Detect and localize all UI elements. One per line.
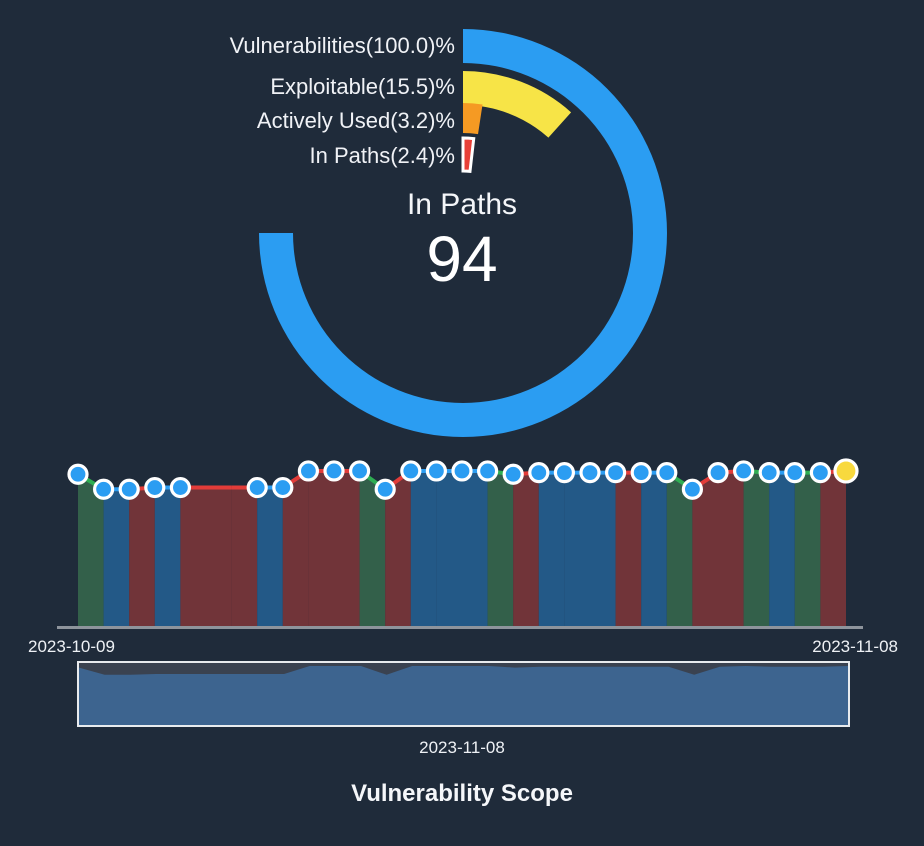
datazoom-slider[interactable] (77, 661, 850, 727)
gauge-center-value: 94 (426, 223, 498, 295)
gauge-label-in-paths: In Paths(2.4)% (309, 143, 455, 168)
datazoom-data-shadow (79, 663, 848, 675)
gauge-label-vulnerabilities: Vulnerabilities(100.0)% (229, 33, 455, 58)
x-axis-end-date: 2023-11-08 (812, 637, 898, 656)
datazoom-current-date: 2023-11-08 (419, 738, 505, 757)
gauge-label-exploitable: Exploitable(15.5)% (270, 74, 455, 99)
gauge-center-label: In Paths (406, 188, 518, 221)
gauge-label-actively-used: Actively Used(3.2)% (256, 108, 455, 133)
page-title: Vulnerability Scope (351, 780, 573, 807)
x-axis-start-date: 2023-10-09 (28, 637, 115, 656)
